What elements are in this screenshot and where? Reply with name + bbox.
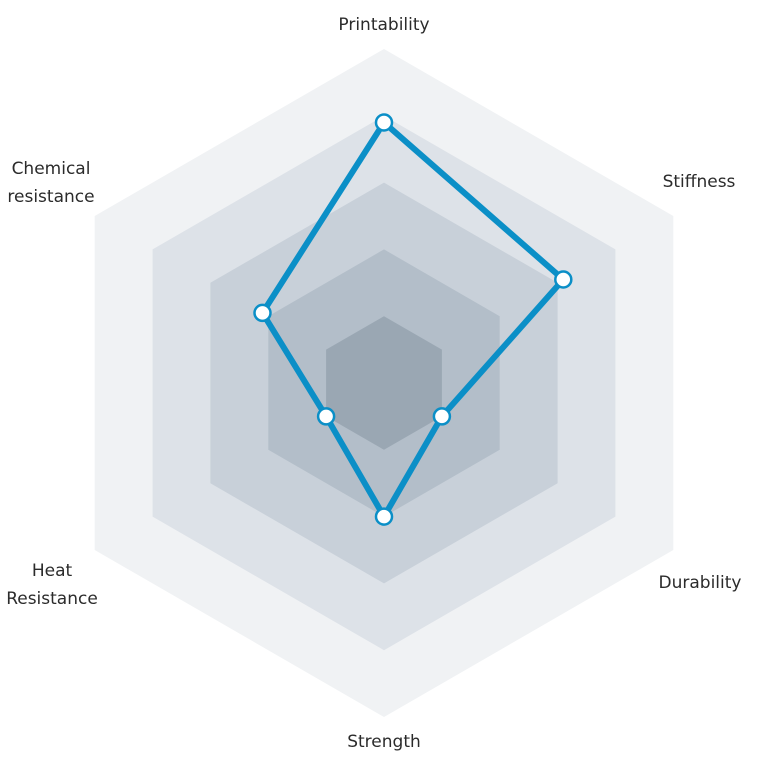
axis-labels: Printability Stiffness Durability Strength H… — [6, 15, 741, 752]
data-point-chemical-resistance — [253, 303, 272, 323]
axis-label-printability: Printability — [338, 15, 429, 35]
axis-label-line: Printability — [338, 15, 429, 35]
data-point-stiffness — [554, 270, 573, 289]
radar-series-layer — [253, 113, 573, 526]
axis-label-line: Durability — [659, 573, 742, 593]
data-point-printability — [374, 113, 394, 132]
axis-label-heat-resistance: Heat Resistance — [6, 561, 98, 609]
data-point-heat-resistance — [316, 407, 336, 426]
data-point-strength — [374, 507, 394, 526]
axis-label-line: Strength — [347, 732, 421, 752]
axis-label-strength: Strength — [347, 732, 421, 752]
axis-label-line: Chemical — [12, 159, 91, 179]
radar-ring-1 — [326, 316, 442, 450]
axis-label-line: Resistance — [6, 589, 98, 609]
data-point-durability — [432, 407, 452, 426]
axis-label-line: resistance — [7, 187, 94, 207]
axis-label-chemical-resistance: Chemical resistance — [7, 159, 94, 207]
axis-label-line: Stiffness — [663, 172, 736, 192]
radar-rings — [94, 49, 674, 717]
axis-label-stiffness: Stiffness — [663, 172, 736, 192]
axis-label-line: Heat — [32, 561, 73, 581]
axis-label-durability: Durability — [659, 573, 742, 593]
